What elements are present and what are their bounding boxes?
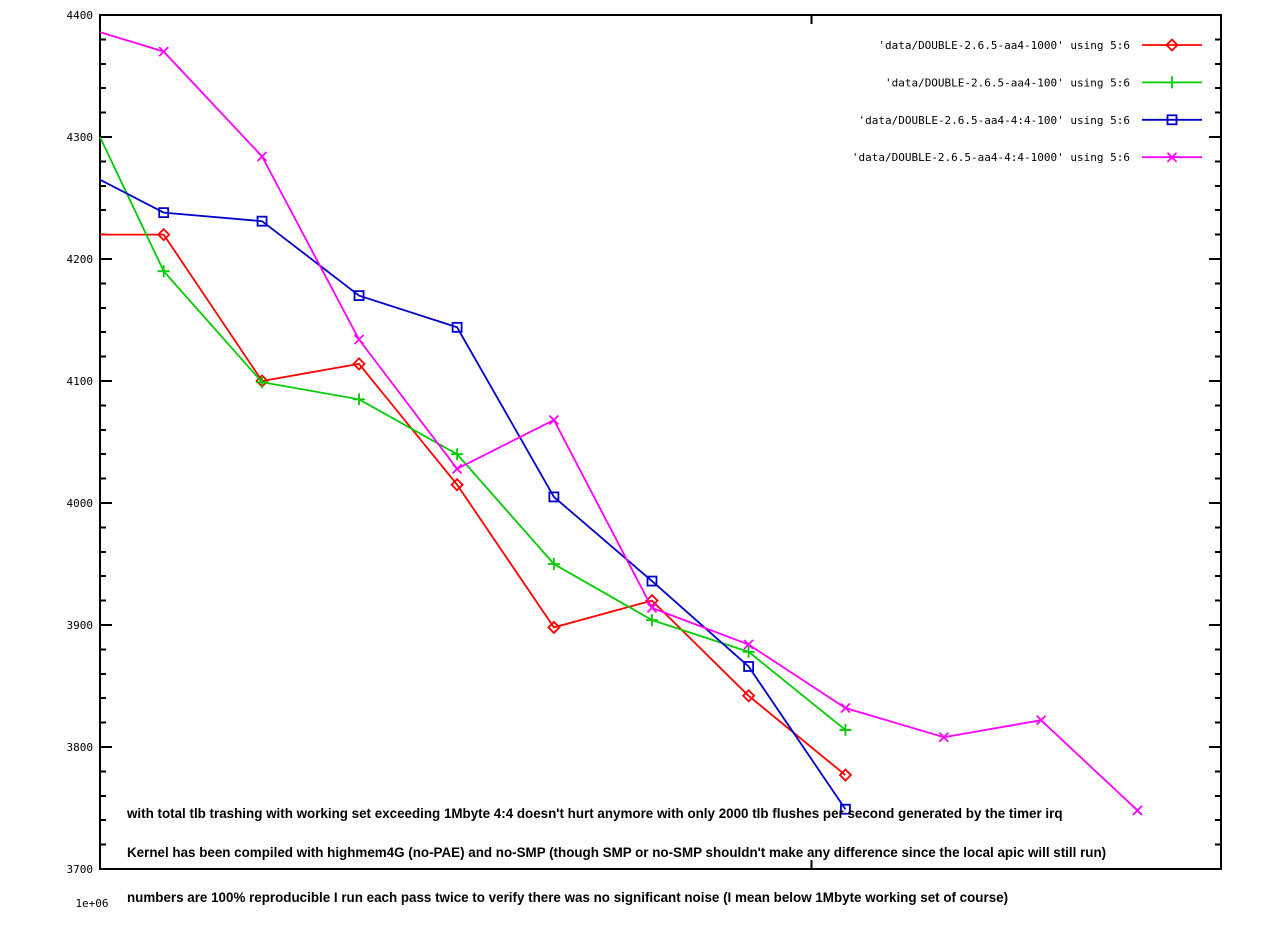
marker-square — [451, 321, 463, 333]
marker-diamond — [450, 477, 464, 492]
marker-x — [840, 702, 851, 714]
marker-square — [646, 575, 658, 587]
y-axis-tick-label: 4400 — [67, 9, 94, 22]
marker-x — [451, 463, 463, 474]
marker-x — [743, 639, 754, 650]
y-axis-tick-label: 3700 — [67, 863, 94, 876]
marker-plus — [157, 265, 170, 278]
legend-marker-plus — [1166, 76, 1178, 89]
marker-diamond — [838, 768, 853, 782]
marker-square — [158, 207, 170, 219]
y-axis-tick-label: 3800 — [67, 741, 94, 754]
marker-x — [353, 334, 365, 345]
legend-marker-square — [1166, 114, 1178, 126]
marker-plus — [839, 723, 852, 736]
x-axis-tick-label: 1e+06 — [75, 897, 108, 910]
marker-square — [353, 290, 365, 302]
legend-label: 'data/DOUBLE-2.6.5-aa4-1000' using 5:6 — [878, 39, 1130, 52]
series-line-2 — [99, 178, 847, 810]
marker-diamond — [741, 688, 756, 703]
y-axis-tick-label: 4100 — [67, 375, 94, 388]
marker-plus — [547, 558, 560, 570]
marker-plus — [451, 448, 464, 461]
y-axis-tick-label: 4000 — [67, 497, 94, 510]
legend-label: 'data/DOUBLE-2.6.5-aa4-4:4-1000' using 5… — [852, 151, 1130, 164]
marker-x — [646, 602, 658, 614]
series-line-0 — [100, 233, 846, 776]
series-line-1 — [99, 136, 846, 731]
marker-plus — [645, 614, 658, 627]
marker-plus — [742, 645, 755, 658]
marker-square — [256, 215, 268, 227]
marker-diamond — [352, 357, 366, 371]
marker-x — [1132, 805, 1143, 816]
annotation-kernel-config: Kernel has been compiled with highmem4G … — [127, 845, 1107, 860]
y-axis-tick-label: 3900 — [67, 619, 94, 632]
marker-plus — [353, 393, 366, 406]
y-axis-tick-label: 4300 — [67, 131, 94, 144]
legend-marker-x — [1166, 152, 1178, 163]
marker-x — [548, 414, 560, 426]
annotation-tlb-trashing: with total tlb trashing with working set… — [127, 806, 1063, 821]
marker-x — [158, 46, 169, 57]
legend-marker-diamond — [1165, 38, 1179, 52]
plot-border — [99, 14, 1222, 870]
marker-diamond — [156, 227, 171, 242]
annotation-reproducibility: numbers are 100% reproducible I run each… — [127, 890, 1009, 905]
legend-label: 'data/DOUBLE-2.6.5-aa4-4:4-100' using 5:… — [858, 114, 1130, 127]
legend-label: 'data/DOUBLE-2.6.5-aa4-100' using 5:6 — [885, 76, 1130, 89]
y-axis-tick-label: 4200 — [67, 253, 94, 266]
marker-square — [840, 803, 851, 815]
marker-x — [256, 151, 268, 162]
marker-diamond — [547, 620, 561, 635]
marker-x — [938, 732, 950, 743]
marker-x — [1035, 715, 1047, 726]
marker-plus — [256, 376, 269, 389]
marker-square — [743, 661, 755, 672]
marker-square — [548, 491, 560, 503]
series-line-3 — [99, 31, 1139, 812]
